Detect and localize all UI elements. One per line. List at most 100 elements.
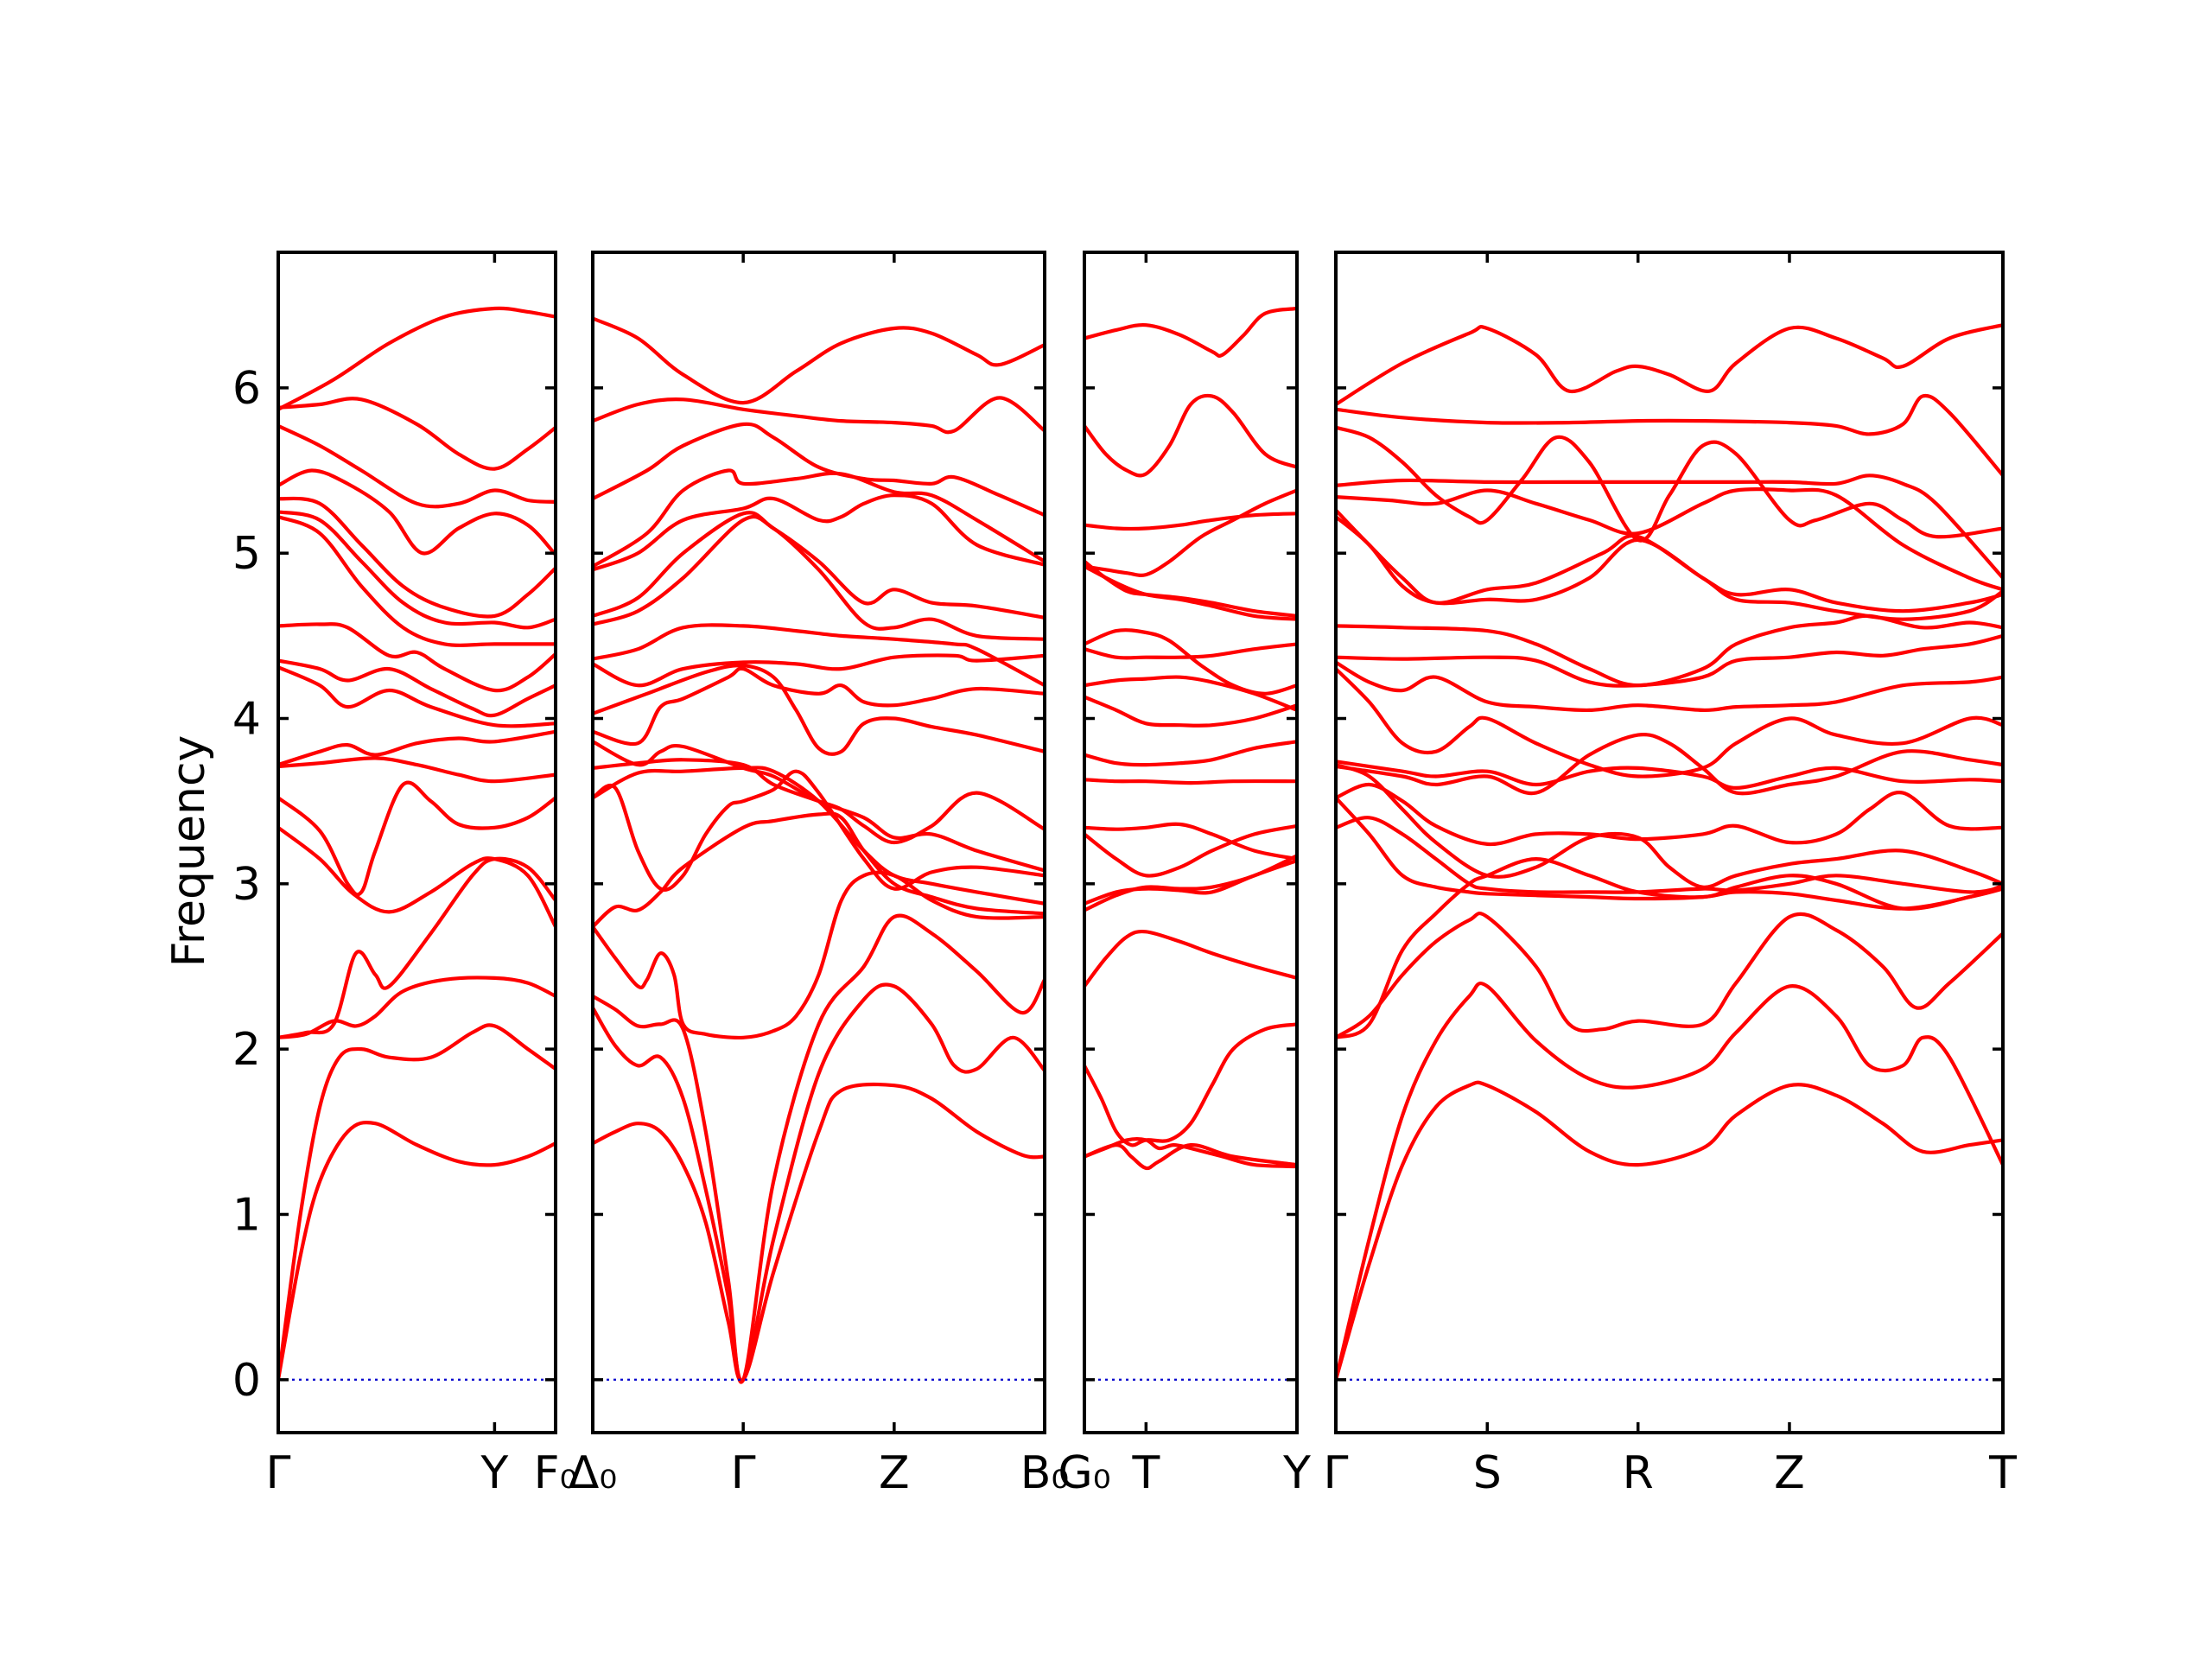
phonon-band-10 <box>278 665 556 728</box>
phonon-band-8 <box>1336 613 2003 688</box>
x-tick-label: Δ₀ <box>569 1447 617 1499</box>
phonon-band-18 <box>593 913 1045 1384</box>
y-tick-label: 4 <box>232 694 261 746</box>
phonon-band-17 <box>593 870 1045 1040</box>
panel-frame <box>276 251 557 1434</box>
phonon-band-1 <box>593 316 1045 405</box>
x-tick-label: Y <box>1282 1447 1311 1499</box>
x-tick-label: B₀ <box>1020 1447 1070 1499</box>
y-tick-label: 6 <box>232 363 261 415</box>
phonon-band-3 <box>278 423 556 509</box>
x-tick-label: Γ <box>1324 1447 1349 1499</box>
phonon-band-12 <box>1336 733 2003 796</box>
phonon-band-16 <box>1084 858 1297 906</box>
phonon-band-14 <box>1336 782 2003 847</box>
panel-curves-p1 <box>278 306 556 1382</box>
x-tick-label: T <box>1988 1447 2017 1499</box>
phonon-band-5 <box>593 493 1045 572</box>
phonon-band-4 <box>593 468 1045 569</box>
x-tick-label: S <box>1473 1447 1502 1499</box>
phonon-band-10 <box>1336 660 2003 713</box>
phonon-band-14 <box>593 766 1045 906</box>
phonon-band-9 <box>593 653 1045 688</box>
phonon-band-18 <box>1084 1022 1297 1147</box>
phonon-band-8 <box>593 623 1045 688</box>
phonon-band-13 <box>593 740 1045 873</box>
phonon-band-2 <box>593 396 1045 435</box>
y-tick-label: 1 <box>232 1189 261 1241</box>
x-tick-label: Γ <box>266 1447 291 1499</box>
phonon-band-1 <box>278 306 556 411</box>
phonon-band-6 <box>278 510 556 630</box>
phonon-band-11 <box>278 729 556 767</box>
x-tick-label: Z <box>879 1447 910 1499</box>
phonon-band-16 <box>593 811 1045 929</box>
phonon-band-19 <box>1336 912 2003 1039</box>
phonon-band-20 <box>593 1082 1045 1383</box>
phonon-band-5 <box>278 496 556 619</box>
phonon-band-11 <box>593 666 1045 747</box>
phonon-band-12 <box>278 756 556 784</box>
panel-p2: Δ₀ Γ Z B₀ <box>569 251 1070 1499</box>
phonon-band-15 <box>593 769 1045 892</box>
phonon-band-2 <box>1084 393 1297 478</box>
y-axis-label: Frequency <box>163 735 215 968</box>
phonon-band-13 <box>1336 760 2003 790</box>
phonon-band-3 <box>1084 512 1297 531</box>
phonon-band-20 <box>1336 982 2003 1382</box>
x-tick-label: R <box>1623 1447 1654 1499</box>
panel-p1: Γ Y F₀ <box>266 251 578 1499</box>
phonon-band-19 <box>593 982 1045 1383</box>
phonon-band-6 <box>1084 564 1297 621</box>
x-tick-label: G₀ <box>1058 1447 1110 1499</box>
phonon-band-9 <box>1084 675 1297 712</box>
phonon-band-9 <box>278 658 556 718</box>
phonon-band-18 <box>278 1120 556 1382</box>
x-tick-label: Y <box>480 1447 508 1499</box>
phonon-band-13 <box>278 780 556 897</box>
phonon-band-15 <box>1336 763 2003 889</box>
y-tick-labels: 0 1 2 3 4 5 6 <box>232 363 261 1407</box>
y-tick-label: 3 <box>232 859 261 911</box>
x-tick-label: T <box>1131 1447 1160 1499</box>
phonon-band-7 <box>593 514 1045 641</box>
phonon-band-7 <box>1084 628 1297 696</box>
phonon-band-5 <box>1336 486 2003 592</box>
phonon-band-6 <box>593 511 1045 620</box>
phonon-band-14 <box>1084 823 1297 878</box>
phonon-band-14 <box>278 825 556 929</box>
panel-frame <box>1083 251 1299 1434</box>
phonon-band-11 <box>1084 740 1297 767</box>
phonon-band-2 <box>278 397 556 471</box>
phonon-band-17 <box>1084 929 1297 988</box>
x-tick-label: F₀ <box>534 1447 578 1499</box>
phonon-band-10 <box>593 664 1045 756</box>
panel-curves-p4 <box>1336 323 2003 1382</box>
phonon-band-17 <box>1336 796 2003 911</box>
phonon-band-10 <box>1084 695 1297 728</box>
phonon-band-9 <box>1336 633 2003 688</box>
panel-p3: G₀ T Y <box>1058 251 1311 1499</box>
y-tick-label: 0 <box>232 1355 261 1407</box>
phonon-band-8 <box>1084 642 1297 660</box>
phonon-band-6 <box>1336 508 2003 613</box>
panel-curves-p3 <box>1084 306 1297 1381</box>
phonon-band-8 <box>278 622 556 693</box>
phonon-band-17 <box>278 1023 556 1382</box>
y-tick-label: 5 <box>232 528 261 580</box>
phonon-band-4 <box>1336 474 2003 580</box>
phonon-band-16 <box>278 976 556 1039</box>
phonon-band-16 <box>1336 816 2003 894</box>
panel-frame <box>591 251 1046 1434</box>
phonon-band-4 <box>1084 488 1297 577</box>
phonon-band-12 <box>1084 778 1297 785</box>
phonon-band-20 <box>1084 1142 1297 1171</box>
phonon-band-1 <box>1084 306 1297 358</box>
x-tick-label: Γ <box>731 1447 756 1499</box>
phonon-band-18 <box>1336 857 2003 1039</box>
panel-curves-p2 <box>593 316 1045 1384</box>
phonon-band-15 <box>278 856 556 1039</box>
phonon-band-21 <box>1336 1080 2003 1382</box>
y-tick-label: 2 <box>232 1024 261 1076</box>
